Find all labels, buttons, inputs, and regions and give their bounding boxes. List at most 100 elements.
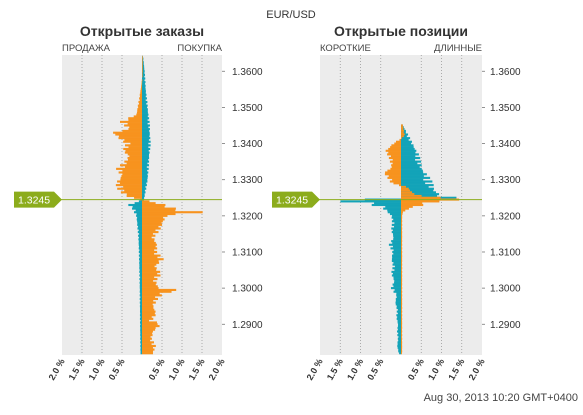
teal-bar — [394, 265, 401, 268]
teal-bar — [397, 312, 401, 315]
orange-bar — [142, 59, 143, 62]
teal-bar — [397, 344, 401, 348]
teal-bar — [139, 272, 142, 275]
orange-bar — [142, 214, 168, 217]
teal-bar — [139, 278, 142, 281]
orange-bar — [401, 247, 403, 250]
teal-bar — [142, 66, 145, 69]
teal-bar — [393, 234, 401, 237]
teal-bar — [137, 227, 142, 230]
teal-bar — [139, 283, 142, 286]
teal-bar — [397, 326, 401, 329]
teal-bar — [397, 321, 401, 324]
teal-bar — [139, 279, 142, 282]
orange-bar — [118, 171, 142, 174]
orange-bar — [401, 193, 415, 196]
teal-bar — [374, 202, 401, 205]
teal-bar — [142, 124, 150, 127]
teal-bar — [142, 100, 148, 104]
teal-bar — [398, 350, 401, 353]
orange-bar — [120, 178, 142, 181]
teal-bar — [394, 222, 401, 225]
teal-bar — [401, 147, 415, 151]
teal-bar — [401, 137, 411, 140]
orange-bar — [401, 305, 403, 308]
orange-bar — [401, 241, 402, 245]
teal-bar — [142, 171, 149, 174]
teal-bar — [397, 325, 401, 328]
orange-bar — [142, 241, 156, 245]
teal-bar — [394, 288, 401, 291]
teal-bar — [401, 144, 414, 147]
teal-bar — [401, 185, 429, 188]
y-tick-label: 1.3500 — [232, 103, 263, 114]
teal-bar — [401, 164, 422, 167]
orange-bar — [401, 234, 403, 237]
orange-bar — [142, 281, 157, 284]
teal-bar — [139, 270, 142, 273]
orange-bar — [142, 279, 154, 282]
teal-bar — [140, 350, 142, 353]
orange-bar — [136, 113, 142, 116]
teal-bar — [401, 191, 436, 194]
teal-bar — [401, 140, 412, 143]
orange-bar — [125, 144, 142, 147]
orange-bar — [142, 270, 161, 273]
teal-bar — [137, 220, 142, 223]
teal-bar — [142, 175, 148, 178]
teal-bar — [137, 216, 142, 219]
orange-bar — [401, 258, 403, 261]
orange-bar — [141, 81, 143, 84]
orange-bar — [123, 185, 142, 188]
orange-bar — [141, 84, 142, 87]
y-tick-label: 1.3000 — [232, 284, 263, 295]
teal-bar — [401, 173, 427, 176]
teal-bar — [142, 151, 150, 154]
chart-title: Открытые позиции — [334, 23, 468, 39]
orange-bar — [401, 259, 403, 263]
teal-bar — [142, 77, 146, 80]
orange-bar — [128, 146, 142, 149]
timestamp: Aug 30, 2013 10:20 GMT+0400 — [424, 392, 578, 404]
orange-bar — [401, 250, 403, 254]
teal-bar — [142, 90, 146, 93]
teal-bar — [140, 299, 142, 302]
orange-bar — [401, 256, 403, 259]
teal-bar — [393, 238, 401, 241]
teal-bar — [139, 259, 142, 263]
teal-bar — [139, 310, 142, 313]
teal-bar — [140, 343, 142, 346]
teal-bar — [142, 147, 151, 151]
orange-bar — [388, 175, 401, 178]
teal-bar — [139, 249, 142, 252]
orange-bar — [142, 223, 163, 226]
teal-bar — [140, 334, 142, 337]
y-tick-label: 1.3600 — [490, 67, 521, 78]
y-tick-label: 1.3000 — [490, 284, 521, 295]
orange-bar — [124, 160, 142, 163]
orange-bar — [142, 352, 153, 355]
orange-bar — [401, 129, 404, 132]
teal-bar — [394, 225, 401, 228]
teal-bar — [393, 285, 401, 288]
orange-bar — [142, 265, 155, 268]
orange-bar — [401, 319, 403, 322]
teal-bar — [142, 93, 147, 96]
teal-bar — [391, 220, 401, 223]
teal-bar — [142, 122, 148, 125]
orange-bar — [142, 216, 164, 219]
x-tick-label: 0.5 % — [107, 357, 127, 382]
orange-bar — [119, 182, 142, 185]
orange-bar — [142, 57, 143, 60]
teal-bar — [142, 156, 150, 160]
teal-bar — [139, 288, 142, 291]
teal-bar — [142, 111, 148, 114]
teal-bar — [142, 135, 150, 138]
y-tick-label: 1.2900 — [490, 320, 521, 331]
orange-bar — [401, 267, 403, 270]
orange-bar — [142, 314, 156, 317]
orange-bar — [393, 182, 401, 185]
teal-bar — [140, 326, 142, 329]
teal-bar — [139, 317, 142, 320]
orange-bar — [141, 86, 142, 89]
